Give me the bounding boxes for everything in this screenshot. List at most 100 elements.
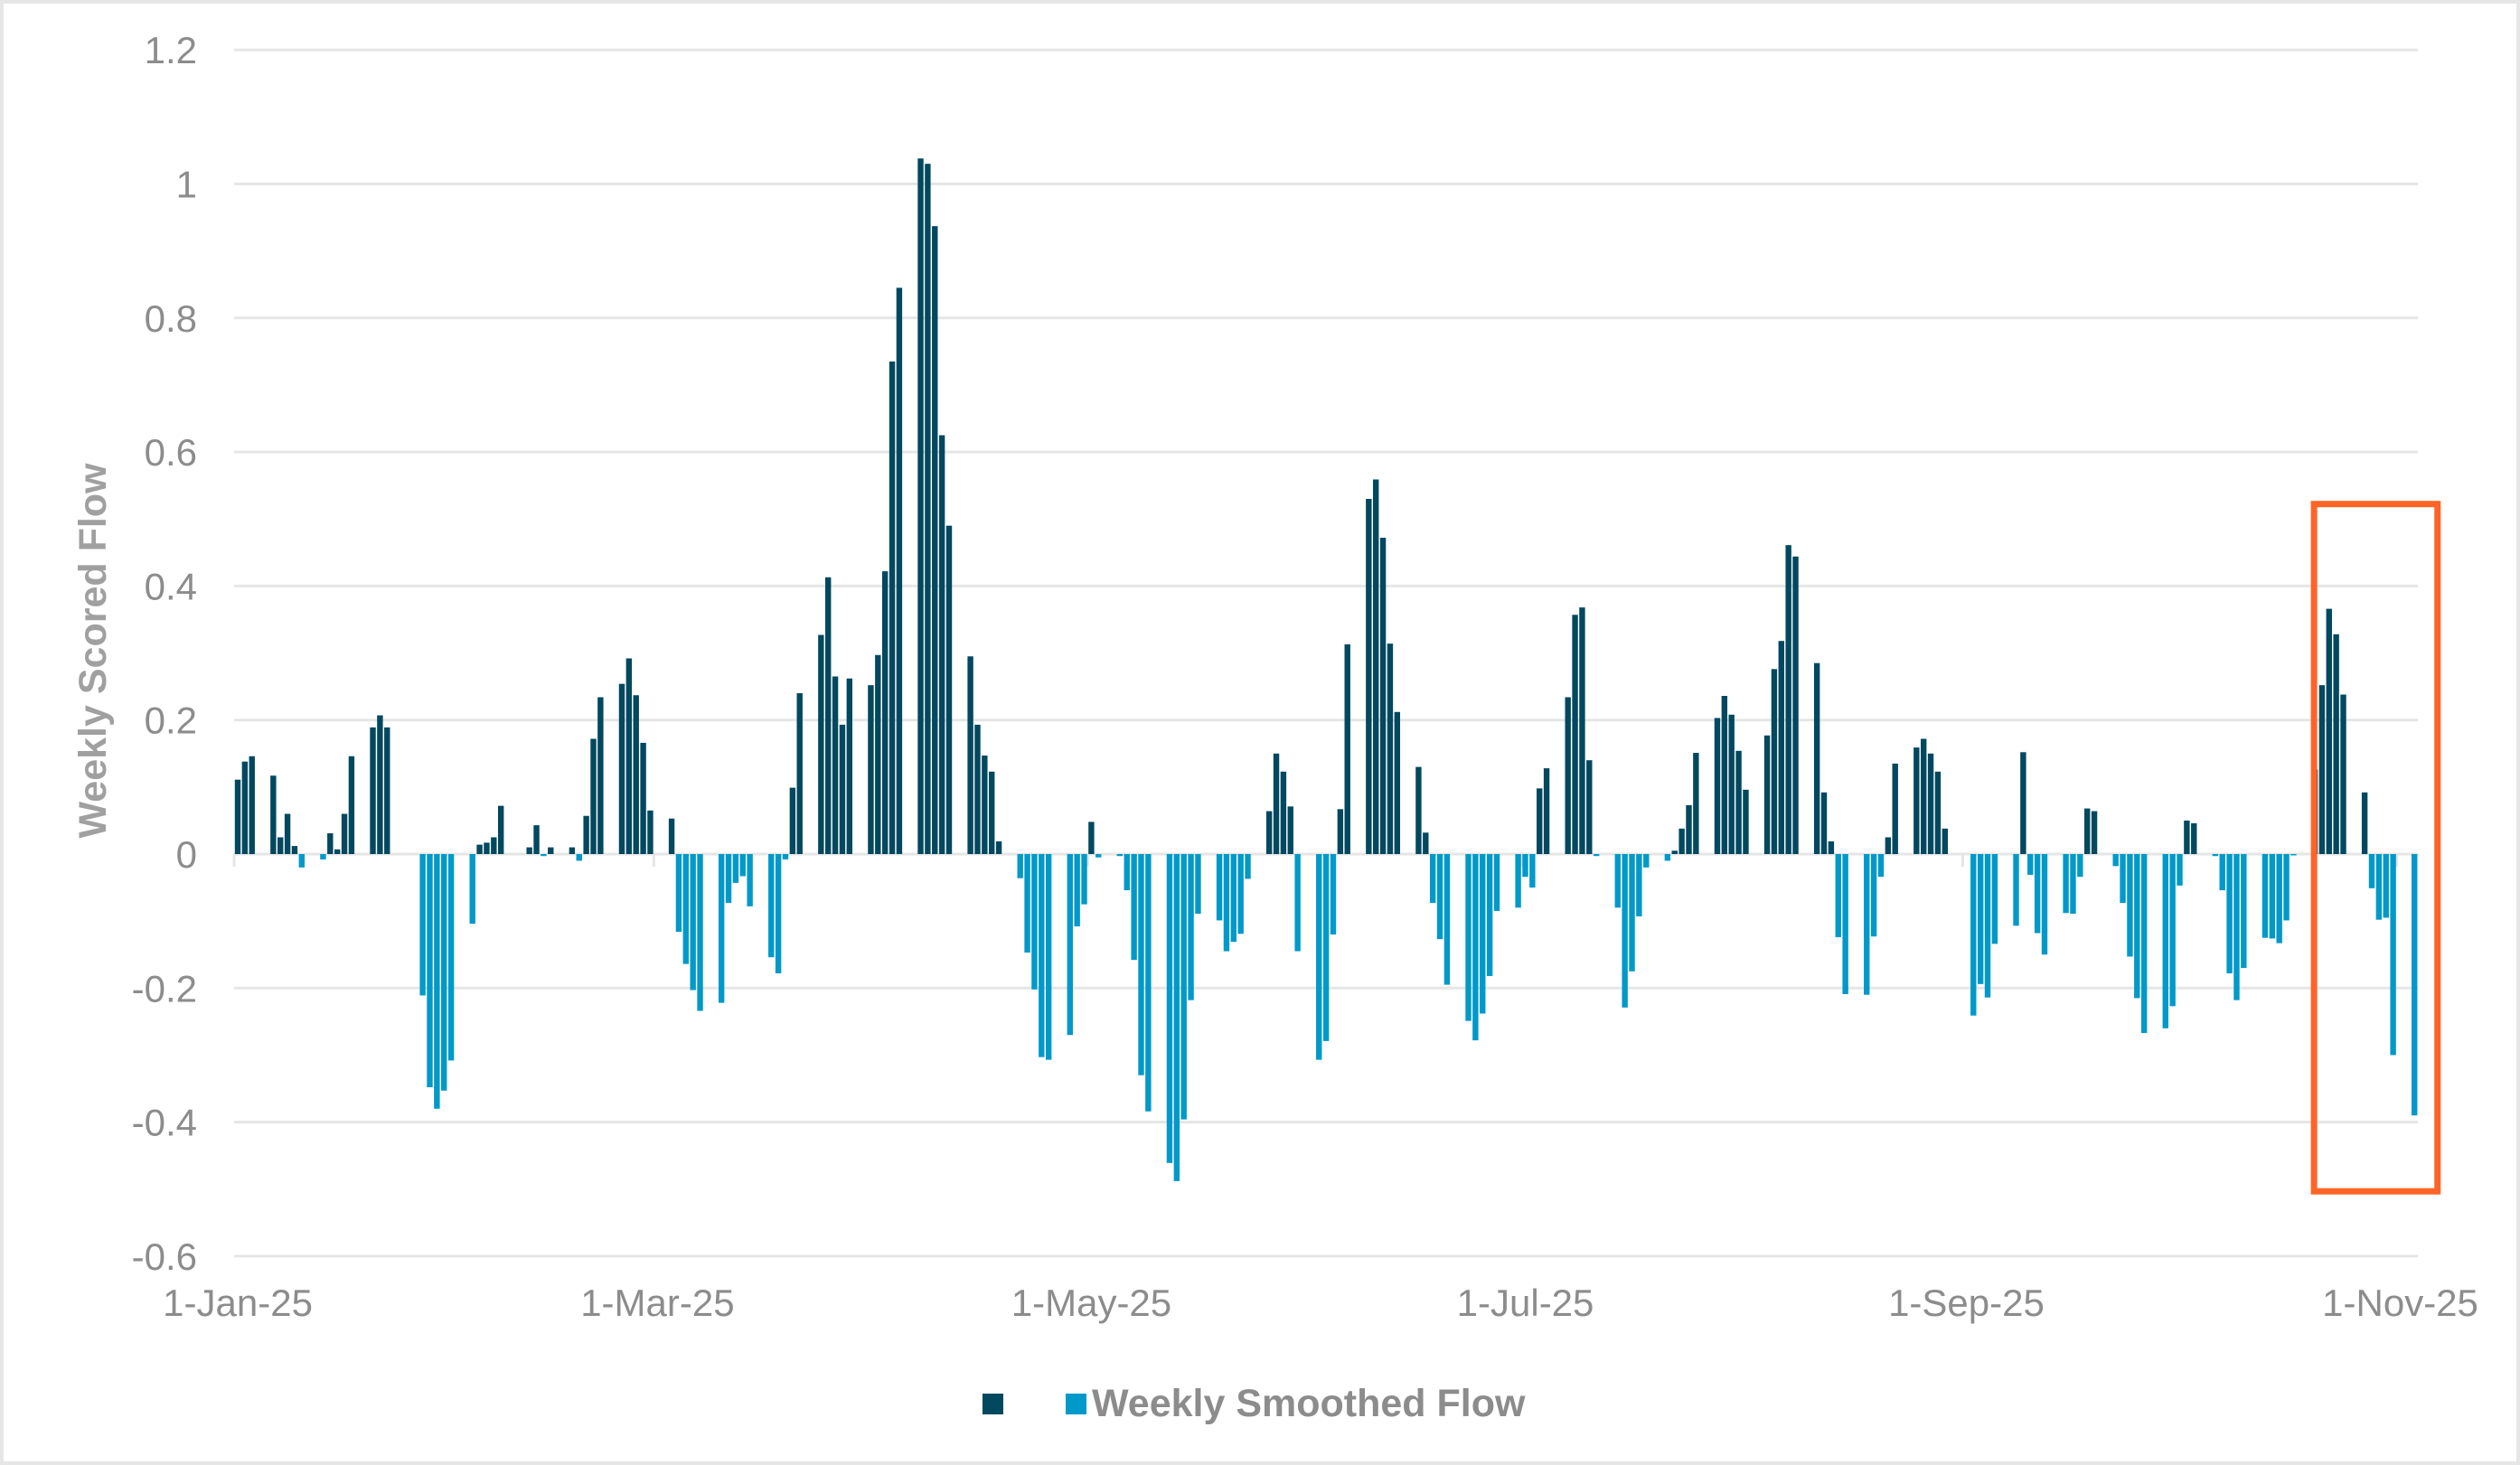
bar-positive	[1743, 789, 1749, 854]
bar-positive	[2091, 811, 2098, 854]
bar-positive	[1415, 766, 1422, 854]
bar-positive	[476, 844, 483, 854]
bar-positive	[2020, 752, 2026, 854]
bar-positive	[1423, 832, 1429, 854]
bar-positive	[334, 849, 341, 854]
bar-negative	[2177, 854, 2183, 886]
bar-negative	[2169, 854, 2176, 1007]
bar-negative	[2412, 854, 2418, 1116]
bar-positive	[583, 815, 589, 854]
bar-positive	[989, 771, 995, 854]
bar-positive	[1387, 643, 1394, 854]
x-tick-label: 1-May-25	[1011, 1282, 1171, 1324]
bar-positive	[1366, 499, 1372, 854]
bar-negative	[1970, 854, 1977, 1016]
bar-negative	[1188, 854, 1194, 1000]
bar-negative	[1245, 854, 1251, 879]
bar-positive	[825, 577, 832, 854]
bar-negative	[1480, 854, 1486, 1014]
bar-negative	[1436, 854, 1443, 940]
bar-negative	[1643, 854, 1650, 868]
bar-negative	[2241, 854, 2247, 969]
bar-negative	[2041, 854, 2048, 955]
legend-item-unnamed-series	[983, 1393, 1009, 1414]
bar-negative	[1223, 854, 1230, 952]
bar-positive	[1088, 822, 1095, 854]
bar-negative	[441, 854, 447, 1091]
bar-positive	[348, 756, 355, 854]
bar-negative	[697, 854, 703, 1011]
y-tick-label: 0.2	[145, 700, 197, 742]
bar-positive	[1337, 809, 1344, 854]
y-tick-label: -0.2	[132, 967, 197, 1010]
bar-negative	[1870, 854, 1877, 937]
bar-negative	[2283, 854, 2290, 921]
bar-positive	[1379, 538, 1387, 854]
bar-negative	[1294, 854, 1301, 952]
y-tick-label: 0.6	[145, 431, 197, 474]
bar-negative	[747, 854, 753, 906]
bar-negative	[2226, 854, 2233, 973]
bar-positive	[832, 676, 839, 854]
bar-positive	[640, 742, 646, 854]
bar-positive	[1914, 747, 1920, 854]
bar-positive	[1686, 804, 1692, 854]
bar-negative	[1515, 854, 1521, 908]
bar-negative	[2212, 854, 2219, 857]
bar-positive	[881, 571, 889, 854]
bar-negative	[2290, 854, 2297, 856]
bar-negative	[1195, 854, 1201, 914]
bar-positive	[2318, 685, 2326, 854]
bar-negative	[1984, 854, 1991, 998]
bar-negative	[2383, 854, 2389, 918]
bar-positive	[796, 693, 803, 854]
bar-negative	[419, 854, 426, 996]
bar-positive	[1885, 837, 1892, 854]
bar-negative	[739, 854, 746, 877]
bar-positive	[1771, 669, 1778, 854]
bar-negative	[1864, 854, 1870, 995]
bar-negative	[1031, 854, 1038, 990]
bar-positive	[1927, 753, 1934, 854]
bar-positive	[633, 695, 639, 854]
bar-positive	[789, 787, 796, 854]
bar-negative	[541, 854, 547, 857]
bar-positive	[548, 847, 554, 854]
x-tick-label: 1-Mar-25	[580, 1282, 734, 1324]
bar-negative	[1664, 854, 1671, 861]
bar-positive	[1572, 615, 1578, 854]
bar-negative	[2261, 854, 2269, 938]
bar-negative	[320, 854, 326, 859]
bar-positive	[1543, 768, 1550, 854]
bar-positive	[1828, 840, 1835, 854]
y-tick-label: 1	[176, 164, 197, 206]
bar-positive	[270, 775, 277, 854]
bar-negative	[732, 854, 739, 883]
bar-positive	[818, 634, 824, 854]
bar-positive	[618, 683, 625, 854]
bar-negative	[576, 854, 582, 861]
bar-positive	[241, 761, 249, 854]
bar-positive	[1586, 760, 1593, 854]
bar-positive	[668, 818, 675, 854]
bar-negative	[2375, 854, 2383, 920]
bar-negative	[1835, 854, 1841, 937]
bar-positive	[868, 685, 874, 854]
bar-negative	[1074, 854, 1080, 927]
y-axis-title: Weekly Scored Flow	[71, 463, 115, 839]
bar-negative	[1622, 854, 1628, 1008]
bar-positive	[1678, 828, 1685, 854]
bar-negative	[2219, 854, 2225, 891]
bar-negative	[1330, 854, 1337, 934]
legend: Weekly Smoothed Flow	[983, 1381, 1525, 1426]
bar-negative	[434, 854, 440, 1109]
bar-positive	[370, 727, 376, 854]
bar-positive	[2184, 820, 2190, 854]
bar-negative	[1216, 854, 1223, 921]
bar-negative	[1017, 854, 1023, 878]
bar-negative	[1322, 854, 1330, 1041]
bar-negative	[1166, 854, 1173, 1163]
bar-negative	[1230, 854, 1236, 943]
